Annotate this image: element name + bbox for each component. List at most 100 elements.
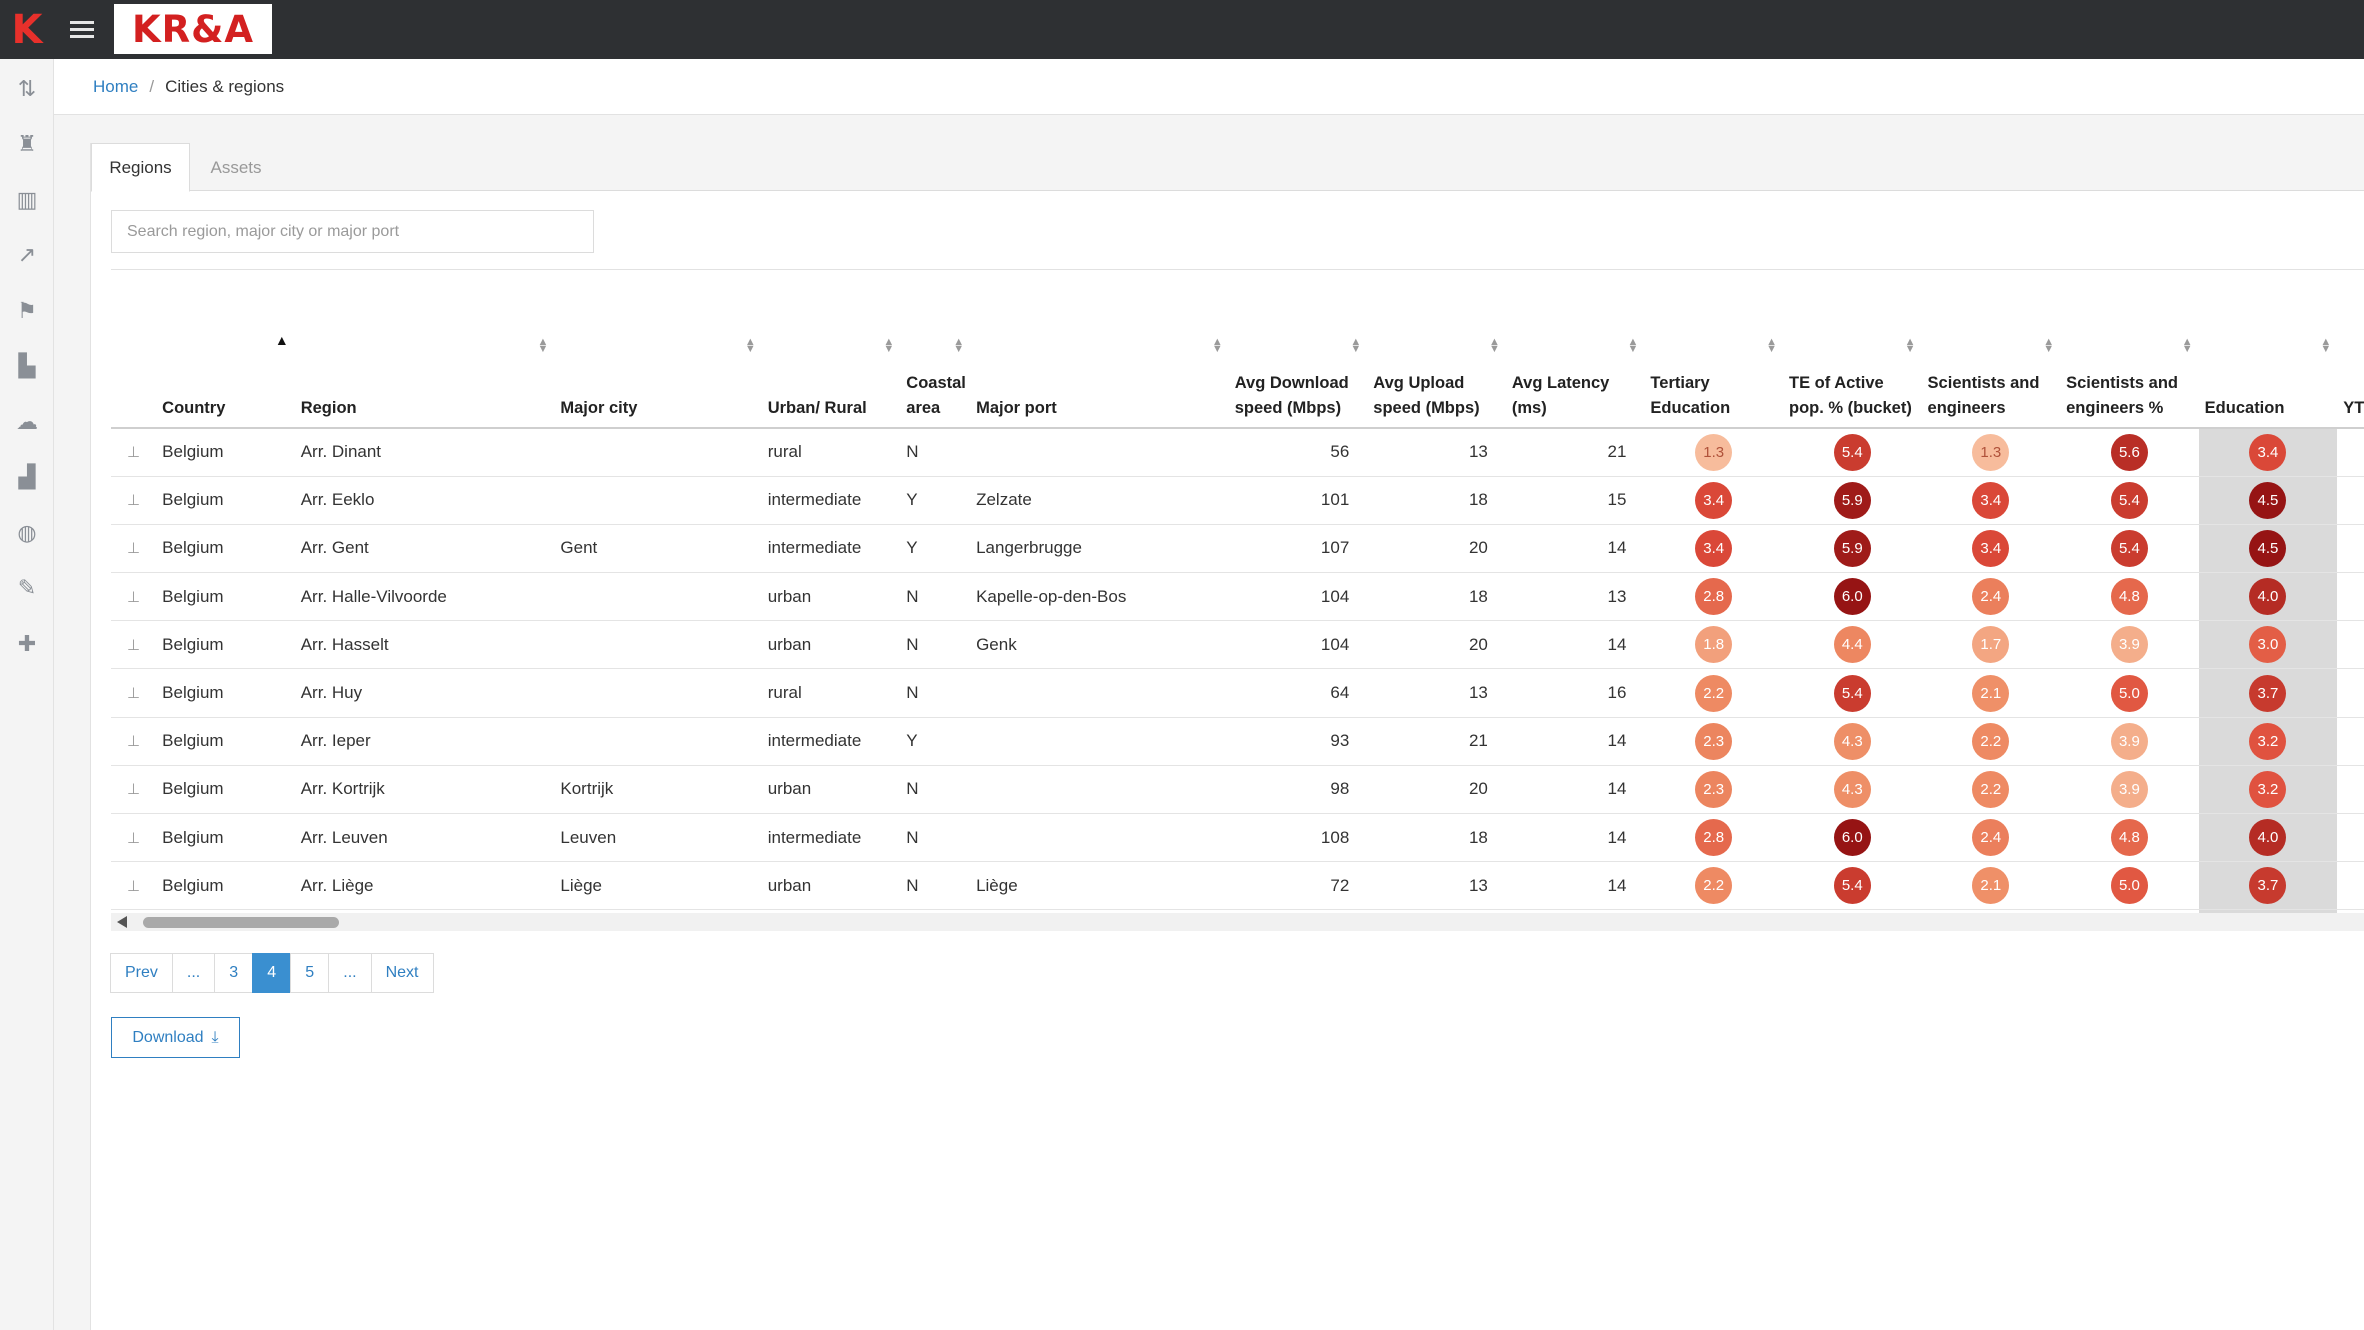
latency-cell: 14 <box>1505 765 1645 815</box>
table-row[interactable]: ⊥ Belgium Arr. Dinant rural N 56 13 21 1.3 5.4 1.3… <box>111 428 2364 477</box>
major-city-cell <box>554 476 762 525</box>
column-header[interactable]: Scientists and engineers % ▲ ▼ <box>2060 333 2199 429</box>
pin-icon[interactable]: ⊥ <box>111 668 157 718</box>
table-row[interactable]: ⊥ Belgium Arr. Ieper intermediate Y 93 21 14 2.3… <box>111 717 2364 766</box>
sort-icon[interactable]: ▲ ▼ <box>2320 336 2332 355</box>
pin-icon[interactable]: ⊥ <box>111 620 157 670</box>
scientists-engineers-pct-badge: 5.6 <box>2110 433 2148 471</box>
column-header[interactable]: Avg Latency (ms) ▲ ▼ <box>1505 333 1645 429</box>
pin-icon[interactable]: ⊥ <box>111 717 157 766</box>
coastal-cell: N <box>900 620 971 670</box>
column-header[interactable]: Region ▲ ▼ <box>294 333 555 429</box>
sort-icon[interactable]: ▲ ▼ <box>1766 336 1777 355</box>
column-header[interactable]: Tertiary Education ▲ ▼ <box>1644 333 1783 429</box>
scroll-left-arrow-icon[interactable] <box>117 916 127 928</box>
sort-list-icon[interactable]: ⇅ <box>17 75 37 101</box>
pin-icon[interactable]: ⊥ <box>111 524 157 574</box>
pagination-ellipsis[interactable]: ... <box>171 953 216 993</box>
upload-speed-cell: 18 <box>1367 909 1506 913</box>
chart-icon[interactable]: ↗ <box>17 242 37 268</box>
hamburger-menu-icon[interactable] <box>70 17 96 41</box>
column-header[interactable]: Country ▲ <box>156 333 295 429</box>
globe-icon[interactable]: ◍ <box>17 519 37 545</box>
table-row[interactable]: ⊥ Belgium Arr. Eeklo intermediate Y Zelzate 10… <box>111 476 2364 525</box>
pagination-page-current[interactable]: 4 <box>252 953 292 993</box>
table-row[interactable]: ⊥ Belgium Arr. Gent Gent intermediate Y Langer… <box>111 524 2364 574</box>
puzzle-icon[interactable]: ✚ <box>17 630 37 656</box>
tertiary-education-badge: 1.3 <box>1695 433 1733 471</box>
column-header[interactable]: Scientists and engineers ▲ ▼ <box>1921 333 2061 429</box>
pin-icon[interactable]: ⊥ <box>111 572 157 622</box>
pin-icon[interactable]: ⊥ <box>111 813 157 863</box>
tab-assets[interactable]: Assets <box>210 157 262 177</box>
table-row[interactable]: ⊥ Belgium Arr. Halle-Vilvoorde urban N Kapell… <box>111 572 2364 622</box>
ranking-icon[interactable]: ♜ <box>17 131 37 157</box>
pencil-icon[interactable]: ✎ <box>17 575 37 601</box>
pagination-page[interactable]: 3 <box>214 953 254 993</box>
table-row[interactable]: ⊥ Belgium Arr. Kortrijk Kortrijk urban N 98 20 1… <box>111 765 2364 815</box>
column-header[interactable]: YTD <box>2337 333 2364 429</box>
ytd-cell: 0.1 <box>2337 476 2364 525</box>
pin-icon[interactable]: ⊥ <box>111 428 157 477</box>
column-header[interactable]: Urban/ Rural ▲ ▼ <box>761 333 901 429</box>
tertiary-education-badge-cell: 1.8 <box>1644 620 1783 670</box>
pagination-ellipsis[interactable]: ... <box>328 953 372 993</box>
scientists-engineers-pct-badge-cell: 5.6 <box>2060 428 2199 477</box>
sort-icon[interactable]: ▲ ▼ <box>1350 336 1362 355</box>
column-header[interactable]: Major port ▲ ▼ <box>970 333 1229 429</box>
sort-icon[interactable]: ▲ ▼ <box>537 336 549 355</box>
tab-regions[interactable]: Regions <box>91 143 190 192</box>
major-port-cell <box>970 668 1229 718</box>
column-header[interactable]: Coastal area ▲ ▼ <box>900 333 971 429</box>
table-row[interactable]: ⊥ Belgium Arr. Huy rural N 64 13 16 2.2 5.4 2.1 5.0… <box>111 668 2364 718</box>
table-row[interactable]: ⊥ Belgium Arr. Hasselt urban N Genk 104 20 14 1.8… <box>111 620 2364 670</box>
pin-icon[interactable]: ⊥ <box>111 765 157 815</box>
sort-icon[interactable]: ▲ ▼ <box>1211 336 1223 355</box>
sort-icon[interactable]: ▲ ▼ <box>2043 336 2055 355</box>
sort-icon[interactable]: ▲ ▼ <box>1627 336 1639 355</box>
download-speed-cell: 72 <box>1228 861 1368 911</box>
factory-icon[interactable]: ▟ <box>18 464 36 490</box>
pagination-page[interactable]: 5 <box>290 953 330 993</box>
column-header[interactable]: Avg Upload speed (Mbps) ▲ ▼ <box>1367 333 1506 429</box>
sort-asc-icon[interactable]: ▲ <box>274 333 289 348</box>
column-header[interactable]: Avg Download speed (Mbps) ▲ ▼ <box>1228 333 1368 429</box>
sort-icon[interactable]: ▲ ▼ <box>953 336 965 355</box>
brand-logo[interactable]: KR&A <box>114 4 272 54</box>
sort-icon[interactable]: ▲ ▼ <box>1904 336 1916 355</box>
column-header[interactable]: Education ▲ ▼ <box>2198 333 2338 429</box>
latency-cell: 14 <box>1505 524 1645 574</box>
urban-rural-cell: rural <box>761 428 901 477</box>
pagination-next[interactable]: Next <box>370 953 434 993</box>
search-input[interactable] <box>111 210 594 253</box>
pin-icon[interactable]: ⊥ <box>111 861 157 911</box>
flag-icon[interactable]: ⚑ <box>17 297 37 323</box>
sort-icon[interactable]: ▲ ▼ <box>2181 336 2193 355</box>
table-row[interactable]: ⊥ Belgium Arr. Leuven Leuven intermediate N 10… <box>111 813 2364 863</box>
download-speed-cell: 104 <box>1228 620 1368 670</box>
scientists-engineers-badge: 3.4 <box>1972 481 2010 519</box>
city-icon[interactable]: ▙ <box>18 353 36 379</box>
breadcrumb-home[interactable]: Home <box>93 76 139 96</box>
column-header[interactable]: TE of Active pop. % (bucket) ▲ ▼ <box>1782 333 1922 429</box>
table-row[interactable]: ⊥ Belgium Arr. Liège Liège urban N Liège 72 13 14… <box>111 861 2364 911</box>
k-logo[interactable]: K <box>11 6 43 53</box>
scrollbar-thumb[interactable] <box>143 917 339 928</box>
pin-icon[interactable]: ⊥ <box>111 476 157 525</box>
building-icon[interactable]: ▥ <box>16 186 38 212</box>
pin-icon[interactable]: ⊥ <box>111 909 157 913</box>
major-city-cell <box>554 717 762 766</box>
download-speed-cell: 94 <box>1228 909 1368 913</box>
horizontal-scrollbar[interactable] <box>111 913 2364 931</box>
sort-icon[interactable]: ▲ ▼ <box>744 336 756 355</box>
sort-icon[interactable]: ▲ ▼ <box>1488 336 1500 355</box>
download-button[interactable]: Download ⤓ <box>111 1017 240 1058</box>
pagination-prev[interactable]: Prev <box>110 953 173 993</box>
column-header[interactable]: Major city ▲ ▼ <box>554 333 762 429</box>
scientists-engineers-badge: 2.4 <box>1972 578 2010 616</box>
weather-icon[interactable]: ☁ <box>16 408 38 434</box>
scientists-engineers-pct-badge-cell: 4.8 <box>2060 813 2199 863</box>
education-badge-cell: 3.2 <box>2198 717 2338 766</box>
sort-icon[interactable]: ▲ ▼ <box>883 336 895 355</box>
